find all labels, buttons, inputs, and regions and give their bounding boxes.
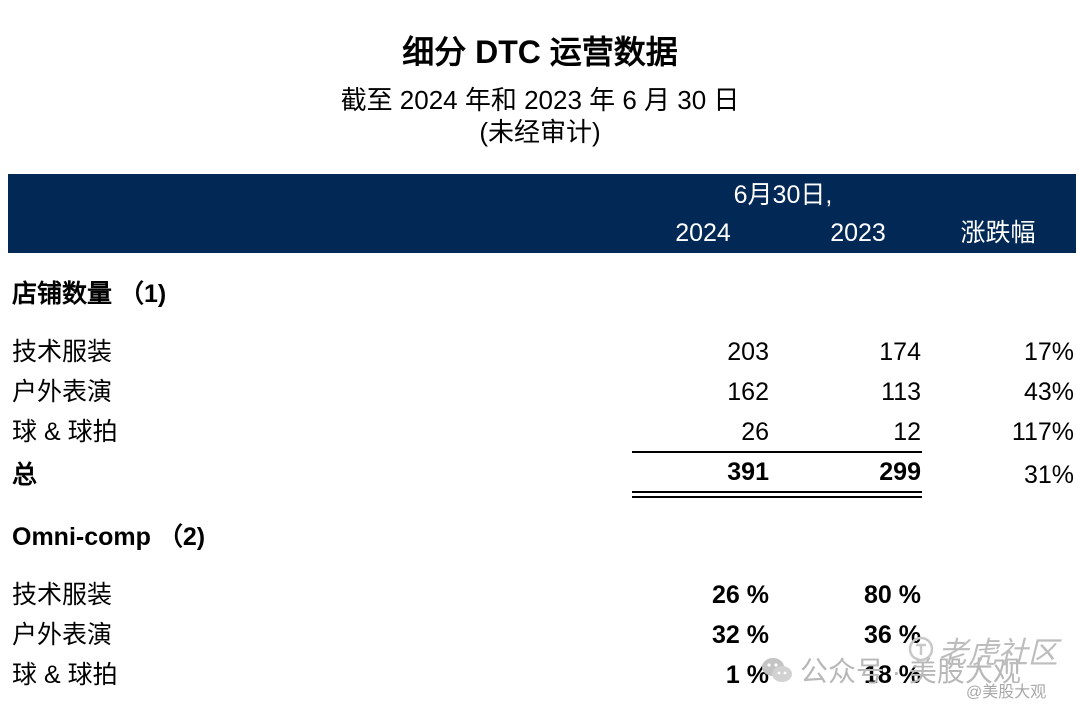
row-label: 球 & 球拍 bbox=[12, 661, 118, 689]
report-subtitle-unaudited: (未经审计) bbox=[479, 117, 601, 147]
header-year-2024: 2024 bbox=[675, 219, 731, 247]
table-row: 技术服装 203 174 17% bbox=[0, 335, 1080, 369]
total-double-rule-top bbox=[632, 491, 922, 493]
tiger-community-watermark: 老虎社区 bbox=[938, 637, 1058, 670]
table-row: 户外表演 162 113 43% bbox=[0, 375, 1080, 409]
table-row: 技术服装 26 % 80 % bbox=[0, 578, 1080, 612]
total-double-rule-bottom bbox=[632, 496, 922, 498]
header-date-label: 6月30日, bbox=[733, 181, 833, 209]
row-label: 户外表演 bbox=[12, 621, 113, 649]
table-row: 球 & 球拍 26 12 117% bbox=[0, 415, 1080, 449]
report-title: 细分 DTC 运营数据 bbox=[402, 34, 678, 70]
value-2023: 174 bbox=[879, 338, 921, 366]
store-count-heading: 店铺数量 （1) bbox=[0, 277, 1080, 311]
value-2024: 162 bbox=[727, 378, 769, 406]
value-2024: 1 % bbox=[725, 661, 769, 689]
value-2023: 113 bbox=[881, 378, 921, 406]
omni-comp-heading: Omni-comp （2) bbox=[0, 520, 1080, 554]
total-label: 总 bbox=[12, 461, 38, 489]
wechat-watermark: 公众号 · 美股大观 bbox=[800, 656, 1021, 687]
value-2024: 26 % bbox=[712, 581, 769, 609]
table-row: 球 & 球拍 1 % 18 % bbox=[0, 658, 1080, 692]
value-change: 117% bbox=[1011, 418, 1074, 446]
value-change: 43% bbox=[1023, 378, 1074, 406]
total-2024: 391 bbox=[727, 458, 769, 486]
handle-watermark: @美股大观 bbox=[966, 684, 1047, 701]
section-heading: 店铺数量 （1) bbox=[12, 280, 167, 308]
value-2023: 12 bbox=[893, 418, 921, 446]
wechat-icon bbox=[762, 658, 792, 682]
total-2023: 299 bbox=[879, 458, 921, 486]
header-year-2023: 2023 bbox=[830, 219, 886, 247]
subtotal-rule bbox=[632, 451, 922, 453]
row-label: 户外表演 bbox=[12, 378, 113, 406]
tiger-logo-icon bbox=[908, 636, 934, 662]
section-heading: Omni-comp （2) bbox=[12, 523, 206, 551]
value-2023: 18 % bbox=[864, 661, 921, 689]
table-header: 6月30日, 2024 2023 涨跌幅 bbox=[8, 174, 1076, 253]
value-2024: 203 bbox=[727, 338, 769, 366]
value-2024: 26 bbox=[741, 418, 769, 446]
total-change: 31% bbox=[1023, 461, 1074, 489]
row-label: 技术服装 bbox=[12, 581, 113, 609]
row-label: 球 & 球拍 bbox=[12, 418, 118, 446]
header-change: 涨跌幅 bbox=[960, 219, 1036, 247]
report-subtitle-date: 截至 2024 年和 2023 年 6 月 30 日 bbox=[340, 85, 740, 115]
total-row: 总 391 299 31% bbox=[0, 458, 1080, 492]
value-2024: 32 % bbox=[712, 621, 769, 649]
value-change: 17% bbox=[1023, 338, 1074, 366]
table-row: 户外表演 32 % 36 % bbox=[0, 618, 1080, 652]
value-2023: 80 % bbox=[864, 581, 921, 609]
row-label: 技术服装 bbox=[12, 338, 113, 366]
